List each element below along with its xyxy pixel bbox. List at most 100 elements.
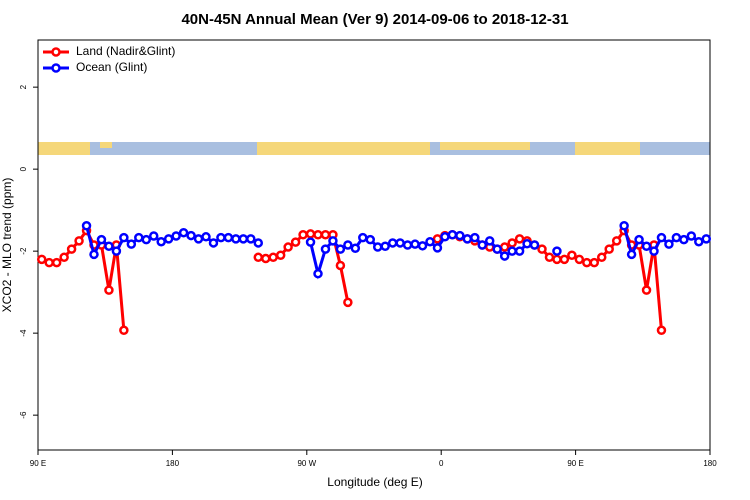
point [119,232,129,243]
point [36,254,47,265]
point [268,252,278,263]
legend-marker [51,63,61,73]
legend-label: Ocean (Glint) [76,60,147,74]
point [701,234,712,244]
point [44,257,54,268]
point [596,252,607,263]
point [641,241,652,251]
y-tick-label: -2 [19,247,28,255]
point [171,231,181,241]
x-tick-label: 180 [166,459,180,468]
point [402,240,413,250]
point [365,234,376,245]
point [260,253,271,264]
point [290,237,301,247]
point [104,241,114,251]
point [410,239,420,249]
point [544,252,555,263]
point [66,244,77,254]
point [514,246,525,256]
point [380,241,390,251]
y-tick-label: 0 [19,166,28,171]
point [246,234,256,244]
point [104,285,114,295]
point [305,229,316,239]
point [395,238,405,248]
point [604,244,614,254]
plot-frame [37,39,711,451]
y-tick-label: -4 [19,329,28,337]
point [134,232,144,243]
point [298,230,308,240]
y-axis-label: XCO2 - MLO trend (ppm) [0,178,14,313]
point [208,238,219,248]
legend-marker [51,47,61,57]
point [275,250,286,260]
point [447,230,458,240]
point [686,231,697,241]
point [59,252,69,263]
point [574,254,585,265]
point [193,234,204,244]
point [432,234,443,244]
x-tick-label: 0 [439,459,444,468]
land-ocean-strip [38,142,710,155]
point [552,246,562,256]
legend-label: Land (Nadir&Glint) [76,44,175,58]
point [253,238,264,248]
point [119,325,129,336]
point [694,236,704,247]
point [96,234,107,245]
point [343,297,353,308]
x-tick-label: 90 E [567,459,583,468]
point [328,236,338,246]
x-tick-label: 90 E [30,459,46,468]
point [81,220,92,231]
point [514,234,525,244]
point [320,244,331,254]
point [253,252,264,263]
point [89,249,99,260]
point [484,236,495,246]
point [529,240,540,250]
point [656,232,667,243]
x-tick-label: 180 [703,459,717,468]
point [582,257,592,268]
point [671,232,682,243]
point [372,242,383,252]
point [499,242,510,252]
point [111,246,122,256]
point [51,257,62,268]
point [231,234,241,244]
point [343,240,353,250]
point [163,234,174,244]
point [387,238,398,248]
point [455,230,465,241]
point [74,236,84,246]
point [201,232,211,242]
point [477,240,488,250]
point [552,254,562,265]
point [223,232,234,243]
point [238,234,249,244]
y-tick-label: 2 [19,84,28,89]
point [313,230,323,240]
point [283,242,293,252]
point [305,237,316,247]
point [634,234,644,245]
point [313,268,323,279]
point [320,230,331,240]
x-axis-label: Longitude (deg E) [327,475,422,489]
point [641,285,652,295]
point [417,241,428,251]
point [335,244,346,254]
point [507,246,517,256]
point [559,254,570,265]
point [649,246,659,256]
point [178,227,189,238]
point [522,239,532,249]
point [186,230,196,241]
point [216,232,226,243]
point [462,234,473,244]
